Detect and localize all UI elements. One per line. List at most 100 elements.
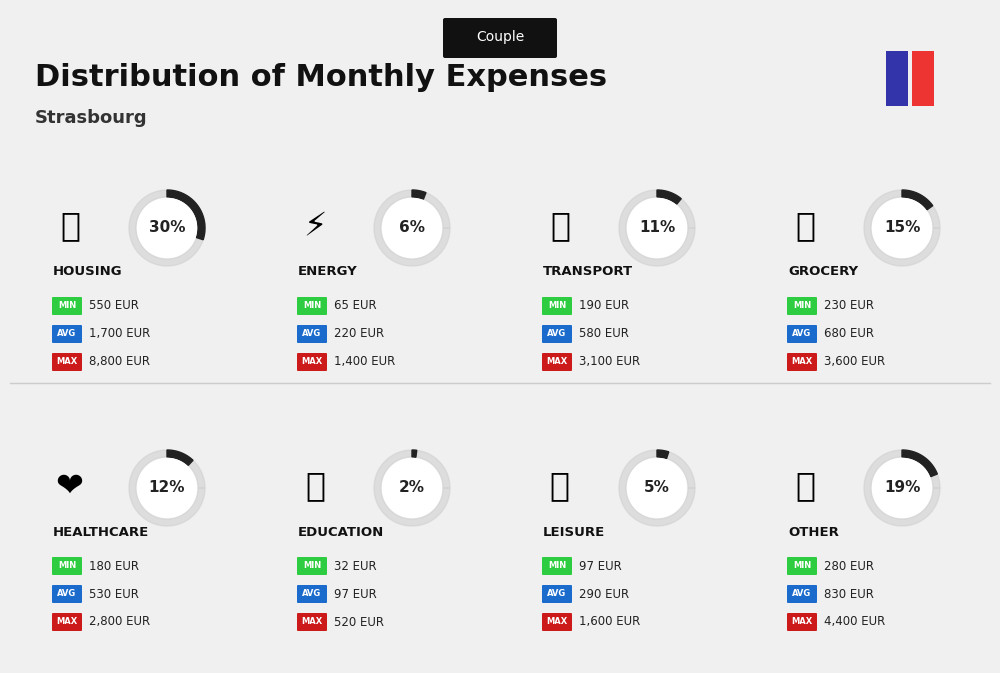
Text: 30%: 30%	[149, 221, 185, 236]
Text: 550 EUR: 550 EUR	[89, 299, 139, 312]
Polygon shape	[129, 190, 205, 266]
FancyBboxPatch shape	[787, 297, 817, 315]
Text: GROCERY: GROCERY	[788, 266, 858, 279]
Text: 65 EUR: 65 EUR	[334, 299, 377, 312]
FancyBboxPatch shape	[542, 353, 572, 371]
Text: AVG: AVG	[302, 590, 322, 598]
FancyBboxPatch shape	[443, 18, 557, 58]
FancyBboxPatch shape	[787, 557, 817, 575]
Polygon shape	[873, 458, 932, 518]
FancyBboxPatch shape	[52, 297, 82, 315]
Polygon shape	[902, 450, 937, 476]
Polygon shape	[619, 450, 695, 526]
Text: 290 EUR: 290 EUR	[579, 588, 629, 600]
Text: MIN: MIN	[793, 302, 811, 310]
Polygon shape	[657, 450, 669, 458]
FancyBboxPatch shape	[886, 50, 908, 106]
FancyBboxPatch shape	[52, 557, 82, 575]
Text: ❤️: ❤️	[56, 470, 84, 503]
Text: ⚡: ⚡	[303, 209, 327, 242]
Text: AVG: AVG	[302, 330, 322, 339]
Text: 19%: 19%	[884, 481, 920, 495]
Text: Couple: Couple	[476, 30, 524, 44]
Polygon shape	[129, 450, 205, 526]
Text: 32 EUR: 32 EUR	[334, 559, 377, 573]
Text: MIN: MIN	[58, 302, 76, 310]
Text: 1,700 EUR: 1,700 EUR	[89, 328, 150, 341]
Text: 💰: 💰	[795, 470, 815, 503]
Text: 3,100 EUR: 3,100 EUR	[579, 355, 640, 369]
Text: MIN: MIN	[793, 561, 811, 571]
Text: 2,800 EUR: 2,800 EUR	[89, 616, 150, 629]
Text: 220 EUR: 220 EUR	[334, 328, 384, 341]
Text: 2%: 2%	[399, 481, 425, 495]
Text: 🏢: 🏢	[60, 209, 80, 242]
Text: MAX: MAX	[56, 618, 78, 627]
Text: AVG: AVG	[792, 330, 812, 339]
Polygon shape	[138, 199, 196, 258]
Text: HEALTHCARE: HEALTHCARE	[53, 526, 149, 538]
FancyBboxPatch shape	[787, 585, 817, 603]
FancyBboxPatch shape	[542, 613, 572, 631]
Text: HOUSING: HOUSING	[53, 266, 123, 279]
Text: MAX: MAX	[301, 618, 323, 627]
Text: EDUCATION: EDUCATION	[298, 526, 384, 538]
FancyBboxPatch shape	[297, 353, 327, 371]
Polygon shape	[412, 190, 426, 199]
Text: 830 EUR: 830 EUR	[824, 588, 874, 600]
Polygon shape	[902, 190, 933, 210]
Text: 190 EUR: 190 EUR	[579, 299, 629, 312]
Text: LEISURE: LEISURE	[543, 526, 605, 538]
Text: MAX: MAX	[791, 618, 813, 627]
Text: OTHER: OTHER	[788, 526, 839, 538]
FancyBboxPatch shape	[297, 325, 327, 343]
Text: 1,600 EUR: 1,600 EUR	[579, 616, 640, 629]
Text: MAX: MAX	[56, 357, 78, 367]
Text: MAX: MAX	[791, 357, 813, 367]
FancyBboxPatch shape	[542, 557, 572, 575]
Text: 680 EUR: 680 EUR	[824, 328, 874, 341]
Polygon shape	[864, 190, 940, 266]
Text: AVG: AVG	[792, 590, 812, 598]
Text: 230 EUR: 230 EUR	[824, 299, 874, 312]
Text: 97 EUR: 97 EUR	[579, 559, 622, 573]
Text: TRANSPORT: TRANSPORT	[543, 266, 633, 279]
Text: AVG: AVG	[547, 590, 567, 598]
FancyBboxPatch shape	[542, 297, 572, 315]
Polygon shape	[628, 458, 686, 518]
Text: 🎓: 🎓	[305, 470, 325, 503]
Text: 12%: 12%	[149, 481, 185, 495]
Text: MIN: MIN	[303, 561, 321, 571]
Polygon shape	[412, 450, 417, 457]
FancyBboxPatch shape	[52, 585, 82, 603]
Polygon shape	[167, 190, 205, 240]
Text: 🚌: 🚌	[550, 209, 570, 242]
Text: 1,400 EUR: 1,400 EUR	[334, 355, 395, 369]
FancyBboxPatch shape	[912, 50, 934, 106]
Text: 180 EUR: 180 EUR	[89, 559, 139, 573]
Text: 530 EUR: 530 EUR	[89, 588, 139, 600]
FancyBboxPatch shape	[542, 325, 572, 343]
Polygon shape	[167, 450, 193, 466]
Text: ENERGY: ENERGY	[298, 266, 358, 279]
Text: MAX: MAX	[301, 357, 323, 367]
Text: 8,800 EUR: 8,800 EUR	[89, 355, 150, 369]
FancyBboxPatch shape	[542, 585, 572, 603]
Polygon shape	[383, 199, 442, 258]
Text: AVG: AVG	[57, 330, 77, 339]
Text: AVG: AVG	[57, 590, 77, 598]
Text: 4,400 EUR: 4,400 EUR	[824, 616, 885, 629]
FancyBboxPatch shape	[52, 613, 82, 631]
Polygon shape	[138, 458, 196, 518]
Polygon shape	[873, 199, 932, 258]
Text: AVG: AVG	[547, 330, 567, 339]
Text: 520 EUR: 520 EUR	[334, 616, 384, 629]
Text: MAX: MAX	[546, 357, 568, 367]
Text: Distribution of Monthly Expenses: Distribution of Monthly Expenses	[35, 63, 607, 92]
Text: 3,600 EUR: 3,600 EUR	[824, 355, 885, 369]
Text: 🛒: 🛒	[795, 209, 815, 242]
Polygon shape	[657, 190, 681, 204]
Text: MIN: MIN	[548, 561, 566, 571]
FancyBboxPatch shape	[52, 353, 82, 371]
FancyBboxPatch shape	[787, 325, 817, 343]
